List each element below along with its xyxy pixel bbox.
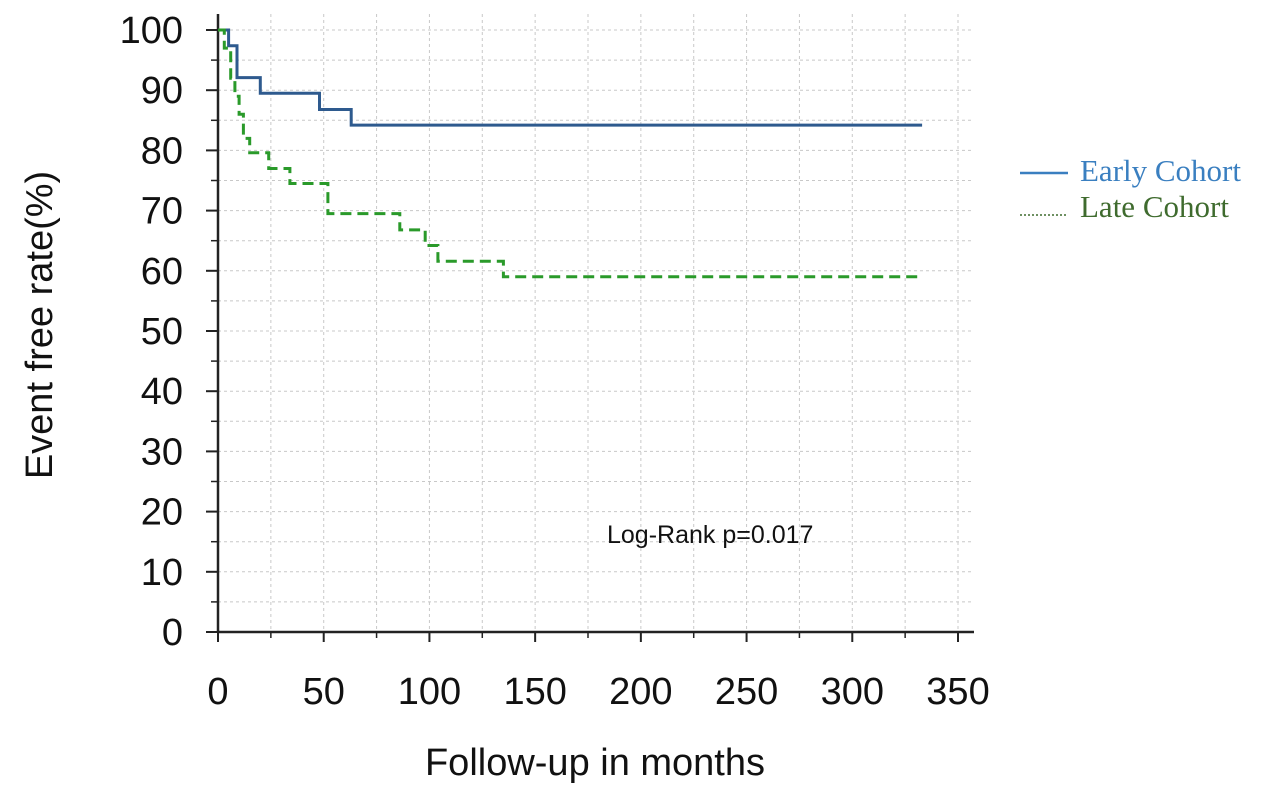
legend-label-early-cohort: Early Cohort (1080, 153, 1241, 188)
y-tick-label: 10 (141, 552, 183, 594)
y-tick-label: 60 (141, 251, 183, 293)
x-tick-label: 0 (207, 671, 228, 713)
legend-label-late-cohort: Late Cohort (1080, 189, 1229, 224)
series-line-late-cohort (218, 28, 923, 279)
x-tick-label: 350 (926, 671, 989, 713)
y-tick-label: 80 (141, 130, 183, 172)
y-tick-label: 70 (141, 191, 183, 233)
y-axis-label: Event free rate(%) (19, 171, 61, 479)
x-tick-label: 50 (303, 671, 345, 713)
x-tick-label: 150 (503, 671, 566, 713)
x-tick-label: 100 (398, 671, 461, 713)
x-tick-label: 200 (609, 671, 672, 713)
grid-lines (218, 14, 974, 632)
y-tick-label: 40 (141, 371, 183, 413)
y-tick-label: 100 (120, 10, 183, 52)
legend: Early Cohort Late Cohort (1020, 153, 1241, 224)
series-lines (218, 28, 923, 279)
x-axis-ticks: 0 50 100 150 200 250 300 350 (207, 632, 990, 713)
x-axis-label: Follow-up in months (425, 742, 765, 784)
series-line-early-cohort (218, 28, 923, 127)
axes (216, 14, 974, 634)
y-tick-label: 90 (141, 70, 183, 112)
y-tick-label: 0 (162, 612, 183, 654)
y-axis-ticks: 0 10 20 30 40 50 60 70 80 90 100 (120, 10, 218, 654)
x-tick-label: 250 (715, 671, 778, 713)
x-tick-label: 300 (821, 671, 884, 713)
log-rank-annotation: Log-Rank p=0.017 (607, 521, 813, 549)
y-tick-label: 30 (141, 431, 183, 473)
y-tick-label: 50 (141, 311, 183, 353)
y-tick-label: 20 (141, 492, 183, 534)
